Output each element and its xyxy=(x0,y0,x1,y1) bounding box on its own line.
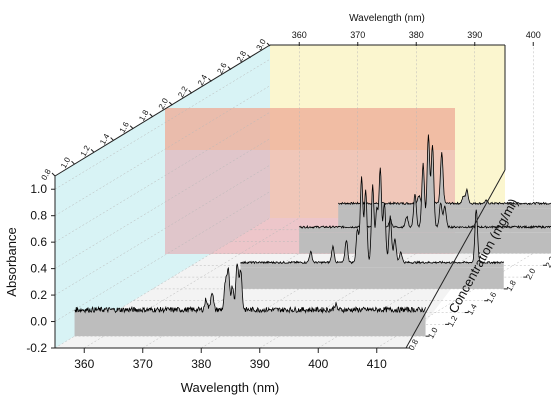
top-x-tick-label-3: 390 xyxy=(467,30,482,40)
z-tick-left-11 xyxy=(266,42,271,47)
y-tick-label-3: 0.4 xyxy=(30,262,47,276)
z-tick-left-3 xyxy=(110,137,114,141)
z-tick-left-8 xyxy=(208,78,212,82)
z-tick-left-0 xyxy=(51,172,56,177)
series-fill-1 xyxy=(240,167,504,268)
series-line-3 xyxy=(338,152,551,206)
band-overlay-warm xyxy=(165,108,455,150)
grid-line-left-6 xyxy=(54,59,271,190)
z-tick-left-4 xyxy=(129,125,134,130)
series-base-1 xyxy=(240,267,504,289)
grid-line-left-5 xyxy=(54,85,271,216)
series-base-2 xyxy=(299,232,551,254)
y-tick-label-6: 1.0 xyxy=(30,182,47,196)
grid-line-x-1 xyxy=(142,46,358,349)
z-tick-right-label-7: 2.2 xyxy=(544,255,551,270)
grid-line-x-4 xyxy=(318,46,534,349)
y-axis-title: Absorbance xyxy=(4,227,19,296)
x-tick-label-0: 360 xyxy=(74,357,94,371)
z-tick-left-1 xyxy=(71,160,75,165)
z-tick-left-6 xyxy=(168,101,173,106)
grid-line-left-2 xyxy=(54,164,271,296)
series-fill-0 xyxy=(74,263,426,316)
series-fill-2 xyxy=(299,134,551,233)
y-tick-label-1: 0.0 xyxy=(30,315,47,329)
x-tick-label-3: 390 xyxy=(250,357,270,371)
grid-line-left-1 xyxy=(54,191,271,322)
grid-line-left-3 xyxy=(54,138,271,269)
axes xyxy=(54,44,506,349)
x-tick-label-4: 400 xyxy=(308,357,328,371)
series-line-1 xyxy=(240,167,505,265)
y-tick-label-4: 0.6 xyxy=(30,235,47,249)
z-tick-right-label-4: 1.6 xyxy=(485,290,499,305)
z-tick-right-label-5: 1.8 xyxy=(505,278,519,293)
series-layer xyxy=(74,134,551,337)
z-tick-left-label-0: 0.8 xyxy=(39,167,53,182)
series-base-0 xyxy=(74,315,426,337)
y-tick-label-0: -0.2 xyxy=(26,341,47,355)
z-tick-left-2 xyxy=(90,149,95,153)
grid-line-left-4 xyxy=(54,111,271,243)
series-line-2 xyxy=(298,134,551,230)
top-x-tick-label-2: 380 xyxy=(409,30,424,40)
x-tick-label-2: 380 xyxy=(191,357,211,371)
z-tick-left-5 xyxy=(149,113,154,118)
series-line-0 xyxy=(74,263,426,314)
x-tick-label-1: 370 xyxy=(133,357,153,371)
z-tick-right-label-3: 1.4 xyxy=(466,302,480,317)
y-tick-label-2: 0.2 xyxy=(30,288,47,302)
top-x-tick-label-4: 400 xyxy=(526,30,541,40)
x-tick-label-5: 410 xyxy=(367,357,387,371)
top-x-tick-label-0: 360 xyxy=(292,30,307,40)
x-axis-title: Wavelength (nm) xyxy=(181,380,280,395)
grid-line-x-3 xyxy=(259,46,475,349)
z-tick-right-label-6: 2.0 xyxy=(524,266,538,281)
grid-line-x-2 xyxy=(201,46,417,349)
z-tick-left-7 xyxy=(188,89,193,94)
x-axis-title-top: Wavelength (nm) xyxy=(349,13,425,24)
z-tick-right-label-1: 1.0 xyxy=(426,326,440,341)
z-tick-left-9 xyxy=(227,66,232,70)
y-tick-label-5: 0.8 xyxy=(30,209,47,223)
grid-line-x-0 xyxy=(84,46,300,349)
top-x-tick-label-1: 370 xyxy=(350,30,365,40)
tick-layer: 360 370 380 390 400 410-0.20.00.20.40.60.81.0… xyxy=(26,30,551,371)
z-tick-left-10 xyxy=(247,54,251,59)
